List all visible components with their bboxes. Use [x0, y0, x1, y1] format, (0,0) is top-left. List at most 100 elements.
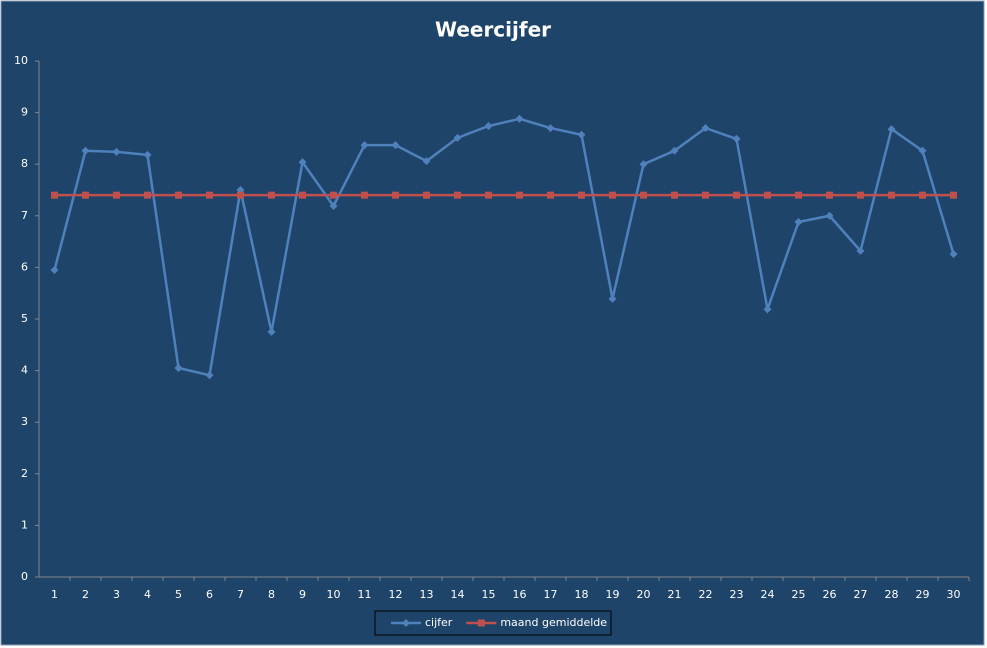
data-point	[205, 371, 214, 380]
x-tick-label: 24	[761, 588, 775, 601]
data-point	[329, 201, 338, 210]
data-point	[546, 124, 555, 133]
x-tick-label: 11	[358, 588, 372, 601]
y-tick-label: 1	[21, 518, 28, 531]
data-point	[50, 265, 59, 274]
data-point	[423, 191, 430, 199]
data-point	[298, 158, 307, 167]
data-point	[174, 364, 183, 373]
x-tick-label: 20	[637, 588, 651, 601]
data-point	[701, 124, 710, 133]
x-tick-label: 19	[606, 588, 620, 601]
x-tick-label: 4	[144, 588, 151, 601]
y-tick-label: 3	[21, 415, 28, 428]
data-point	[919, 191, 926, 199]
data-point	[825, 211, 834, 220]
x-tick-label: 3	[113, 588, 120, 601]
data-point	[515, 114, 524, 123]
x-tick-label: 29	[916, 588, 930, 601]
data-point	[453, 133, 462, 142]
x-tick-label: 8	[268, 588, 275, 601]
data-point	[392, 191, 399, 199]
y-tick-label: 10	[14, 54, 28, 67]
data-point	[887, 125, 896, 134]
y-tick-label: 6	[21, 260, 28, 273]
x-tick-label: 22	[699, 588, 713, 601]
data-point	[888, 191, 895, 199]
x-tick-label: 14	[451, 588, 465, 601]
data-point	[608, 294, 617, 303]
data-point	[112, 147, 121, 156]
x-tick-label: 9	[299, 588, 306, 601]
x-tick-label: 1	[51, 588, 58, 601]
x-tick-label: 18	[575, 588, 589, 601]
data-point	[82, 191, 89, 199]
legend-label: cijfer	[425, 616, 453, 629]
x-tick-label: 12	[389, 588, 403, 601]
data-point	[764, 191, 771, 199]
data-point	[299, 191, 306, 199]
data-point	[175, 191, 182, 199]
data-point	[113, 191, 120, 199]
legend-label: maand gemiddelde	[500, 616, 607, 629]
data-point	[391, 141, 400, 150]
x-tick-label: 28	[885, 588, 899, 601]
y-tick-label: 8	[21, 157, 28, 170]
data-point	[206, 191, 213, 199]
data-point	[918, 146, 927, 155]
x-tick-label: 7	[237, 588, 244, 601]
data-point	[702, 191, 709, 199]
y-tick-label: 2	[21, 467, 28, 480]
x-tick-label: 13	[420, 588, 434, 601]
chart-title: Weercijfer	[435, 18, 551, 42]
data-point	[732, 134, 741, 143]
data-point	[763, 305, 772, 314]
x-tick-label: 26	[823, 588, 837, 601]
data-point	[577, 130, 586, 139]
data-point	[81, 146, 90, 155]
y-tick-label: 5	[21, 312, 28, 325]
x-tick-label: 15	[482, 588, 496, 601]
data-point	[856, 246, 865, 255]
data-point	[949, 249, 958, 258]
y-tick-label: 9	[21, 106, 28, 119]
y-tick-label: 0	[21, 570, 28, 583]
legend-marker	[477, 619, 485, 627]
data-point	[422, 157, 431, 166]
data-point	[826, 191, 833, 199]
data-point	[361, 191, 368, 199]
data-point	[639, 160, 648, 169]
y-tick-label: 7	[21, 209, 28, 222]
data-point	[670, 146, 679, 155]
x-tick-label: 30	[947, 588, 961, 601]
data-point	[609, 191, 616, 199]
x-tick-label: 10	[327, 588, 341, 601]
data-point	[547, 191, 554, 199]
data-point	[950, 191, 957, 199]
data-point	[795, 191, 802, 199]
data-point	[733, 191, 740, 199]
data-point	[857, 191, 864, 199]
data-point	[640, 191, 647, 199]
data-point	[237, 191, 244, 199]
x-tick-label: 2	[82, 588, 89, 601]
data-point	[268, 191, 275, 199]
x-tick-label: 25	[792, 588, 806, 601]
data-point	[51, 191, 58, 199]
data-point	[794, 217, 803, 226]
data-point	[144, 191, 151, 199]
data-point	[143, 150, 152, 159]
series-line	[53, 117, 955, 377]
x-tick-label: 27	[854, 588, 868, 601]
x-tick-label: 17	[544, 588, 558, 601]
data-point	[485, 191, 492, 199]
data-point	[267, 327, 276, 336]
y-tick-label: 4	[21, 364, 28, 377]
x-tick-label: 23	[730, 588, 744, 601]
data-point	[671, 191, 678, 199]
x-tick-label: 5	[175, 588, 182, 601]
legend-box	[374, 610, 612, 636]
